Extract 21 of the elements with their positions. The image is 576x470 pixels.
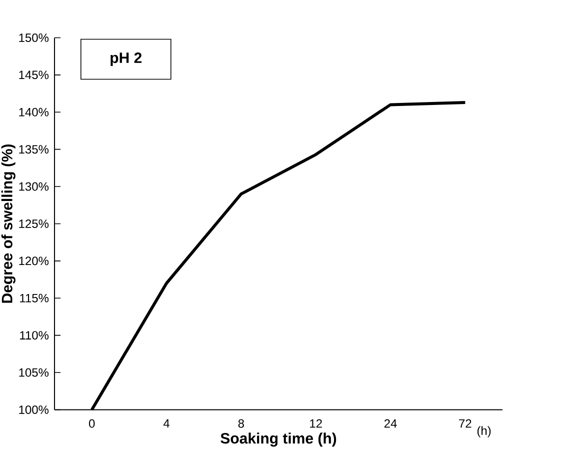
y-tick-label: 110% (20, 331, 49, 340)
y-tick-label: 150% (19, 33, 49, 42)
x-axis-title: Soaking time (h) (220, 432, 336, 447)
y-tick-label: 145% (19, 70, 49, 80)
y-tick-label: 140% (19, 108, 49, 116)
y-tick-label: 135% (19, 145, 49, 154)
y-tick-label: 125% (19, 219, 49, 228)
y-tick-label: 100% (19, 405, 49, 414)
y-tick-label: 130% (19, 182, 49, 191)
y-axis-title: Degree of swelling (%) (1, 144, 16, 303)
text: pH 2 (110, 52, 142, 66)
x-tick-label: 0 (88, 419, 95, 428)
text: (h) (477, 426, 491, 438)
x-tick-label: 12 (310, 419, 322, 428)
x-tick-label: 4 (163, 419, 170, 428)
x-tick-label: 72 (459, 419, 472, 428)
y-tick-label: 120% (19, 256, 49, 266)
x-tick-label: 24 (384, 419, 397, 428)
x-tick-label: 8 (238, 419, 244, 428)
y-tick-label: 115% (20, 294, 49, 302)
y-tick-label: 105% (19, 368, 49, 377)
